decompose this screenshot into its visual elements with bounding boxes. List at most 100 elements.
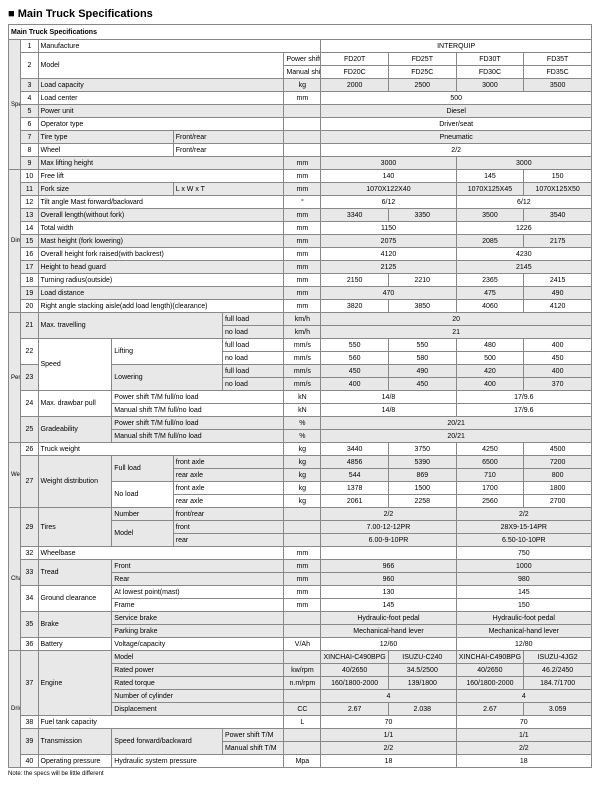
page-title: Main Truck Specifications: [8, 8, 592, 20]
label: Manufacture: [38, 40, 321, 53]
unit: mm: [284, 274, 321, 287]
val: XINCHAI-C490BPG: [456, 651, 524, 664]
unit: mm: [284, 599, 321, 612]
val: 2/2: [456, 742, 591, 755]
val: 18: [456, 755, 591, 768]
val: FD25C: [388, 66, 456, 79]
unit: mm: [284, 586, 321, 599]
unit: kg: [284, 456, 321, 469]
val: 40/2650: [321, 664, 389, 677]
label: full load: [222, 339, 283, 352]
val: 5390: [388, 456, 456, 469]
unit: CC: [284, 703, 321, 716]
val: 3540: [524, 209, 592, 222]
val: 12/80: [456, 638, 591, 651]
val: 3500: [456, 209, 524, 222]
val: ISUZU-C240: [388, 651, 456, 664]
label: Operating pressure: [38, 755, 112, 768]
unit: °: [284, 196, 321, 209]
unit: kN: [284, 404, 321, 417]
val: 1/1: [456, 729, 591, 742]
label: Service brake: [112, 612, 284, 625]
label: Tires: [38, 508, 112, 547]
label: Voltage/capacity: [112, 638, 284, 651]
val: 17/9.6: [456, 404, 591, 417]
unit: mm: [284, 235, 321, 248]
val: 544: [321, 469, 389, 482]
val: 3000: [321, 157, 456, 170]
brand: INTERQUIP: [321, 40, 592, 53]
val: FD20C: [321, 66, 389, 79]
label: Lowering: [112, 365, 223, 391]
label: Tilt angle Mast forward/backward: [38, 196, 284, 209]
val: 1/1: [321, 729, 456, 742]
label: Free lift: [38, 170, 284, 183]
val: 3500: [524, 79, 592, 92]
label: Total width: [38, 222, 284, 235]
val: 2175: [524, 235, 592, 248]
label: Wheel: [38, 144, 173, 157]
label: Rated torque: [112, 677, 284, 690]
val: Hydraulic-foot pedal: [456, 612, 591, 625]
label: full load: [222, 313, 283, 326]
val: 4856: [321, 456, 389, 469]
val: 2500: [388, 79, 456, 92]
val: 130: [321, 586, 456, 599]
label: front/rear: [173, 508, 284, 521]
unit: mm: [284, 170, 321, 183]
label: Parking brake: [112, 625, 284, 638]
val: 490: [524, 287, 592, 300]
label: Manual shift T/M full/no load: [112, 404, 284, 417]
val: 980: [456, 573, 591, 586]
val: 2210: [388, 274, 456, 287]
tab-wt: Weight: [9, 443, 21, 508]
label: Displacement: [112, 703, 284, 716]
unit: kw/rpm: [284, 664, 321, 677]
label: Transmission: [38, 729, 112, 755]
val: 3350: [388, 209, 456, 222]
val: 139/1800: [388, 677, 456, 690]
val: 480: [456, 339, 524, 352]
label: Fuel tank capacity: [38, 716, 284, 729]
unit: mm: [284, 157, 321, 170]
val: 46.2/2450: [524, 664, 592, 677]
val: 500: [321, 92, 592, 105]
label: Speed forward/backward: [112, 729, 223, 755]
label: Max. drawbar pull: [38, 391, 112, 417]
unit: mm: [284, 300, 321, 313]
unit: mm: [284, 183, 321, 196]
val: 450: [524, 352, 592, 365]
label: Tread: [38, 560, 112, 586]
unit: kg: [284, 469, 321, 482]
val: 6.00-9-10PR: [321, 534, 456, 547]
val: 7.00-12-12PR: [321, 521, 456, 534]
label: At lowest point(mast): [112, 586, 284, 599]
val: 2000: [321, 79, 389, 92]
label: Front/rear: [173, 131, 284, 144]
label: front: [173, 521, 284, 534]
val: 20/21: [321, 430, 592, 443]
label: Model: [112, 651, 284, 664]
tab-dl: Drive line: [9, 651, 21, 768]
footnote: Note: the specs will be little different: [8, 771, 592, 777]
val: Driver/seat: [321, 118, 592, 131]
val: Mechanical-hand lever: [321, 625, 456, 638]
val: 470: [321, 287, 456, 300]
val: Pneumatic: [321, 131, 592, 144]
val: 7200: [524, 456, 592, 469]
val: 4: [321, 690, 456, 703]
val: 2700: [524, 495, 592, 508]
label: Max lifting height: [38, 157, 284, 170]
label: Ground clearance: [38, 586, 112, 612]
val: Diesel: [321, 105, 592, 118]
val: 2560: [456, 495, 524, 508]
val: 4250: [456, 443, 524, 456]
unit: %: [284, 430, 321, 443]
val: 2061: [321, 495, 389, 508]
val: 12/60: [321, 638, 456, 651]
val: 2085: [456, 235, 524, 248]
val: 869: [388, 469, 456, 482]
val: 2075: [321, 235, 456, 248]
val: 2/2: [321, 742, 456, 755]
val: 40/2650: [456, 664, 524, 677]
